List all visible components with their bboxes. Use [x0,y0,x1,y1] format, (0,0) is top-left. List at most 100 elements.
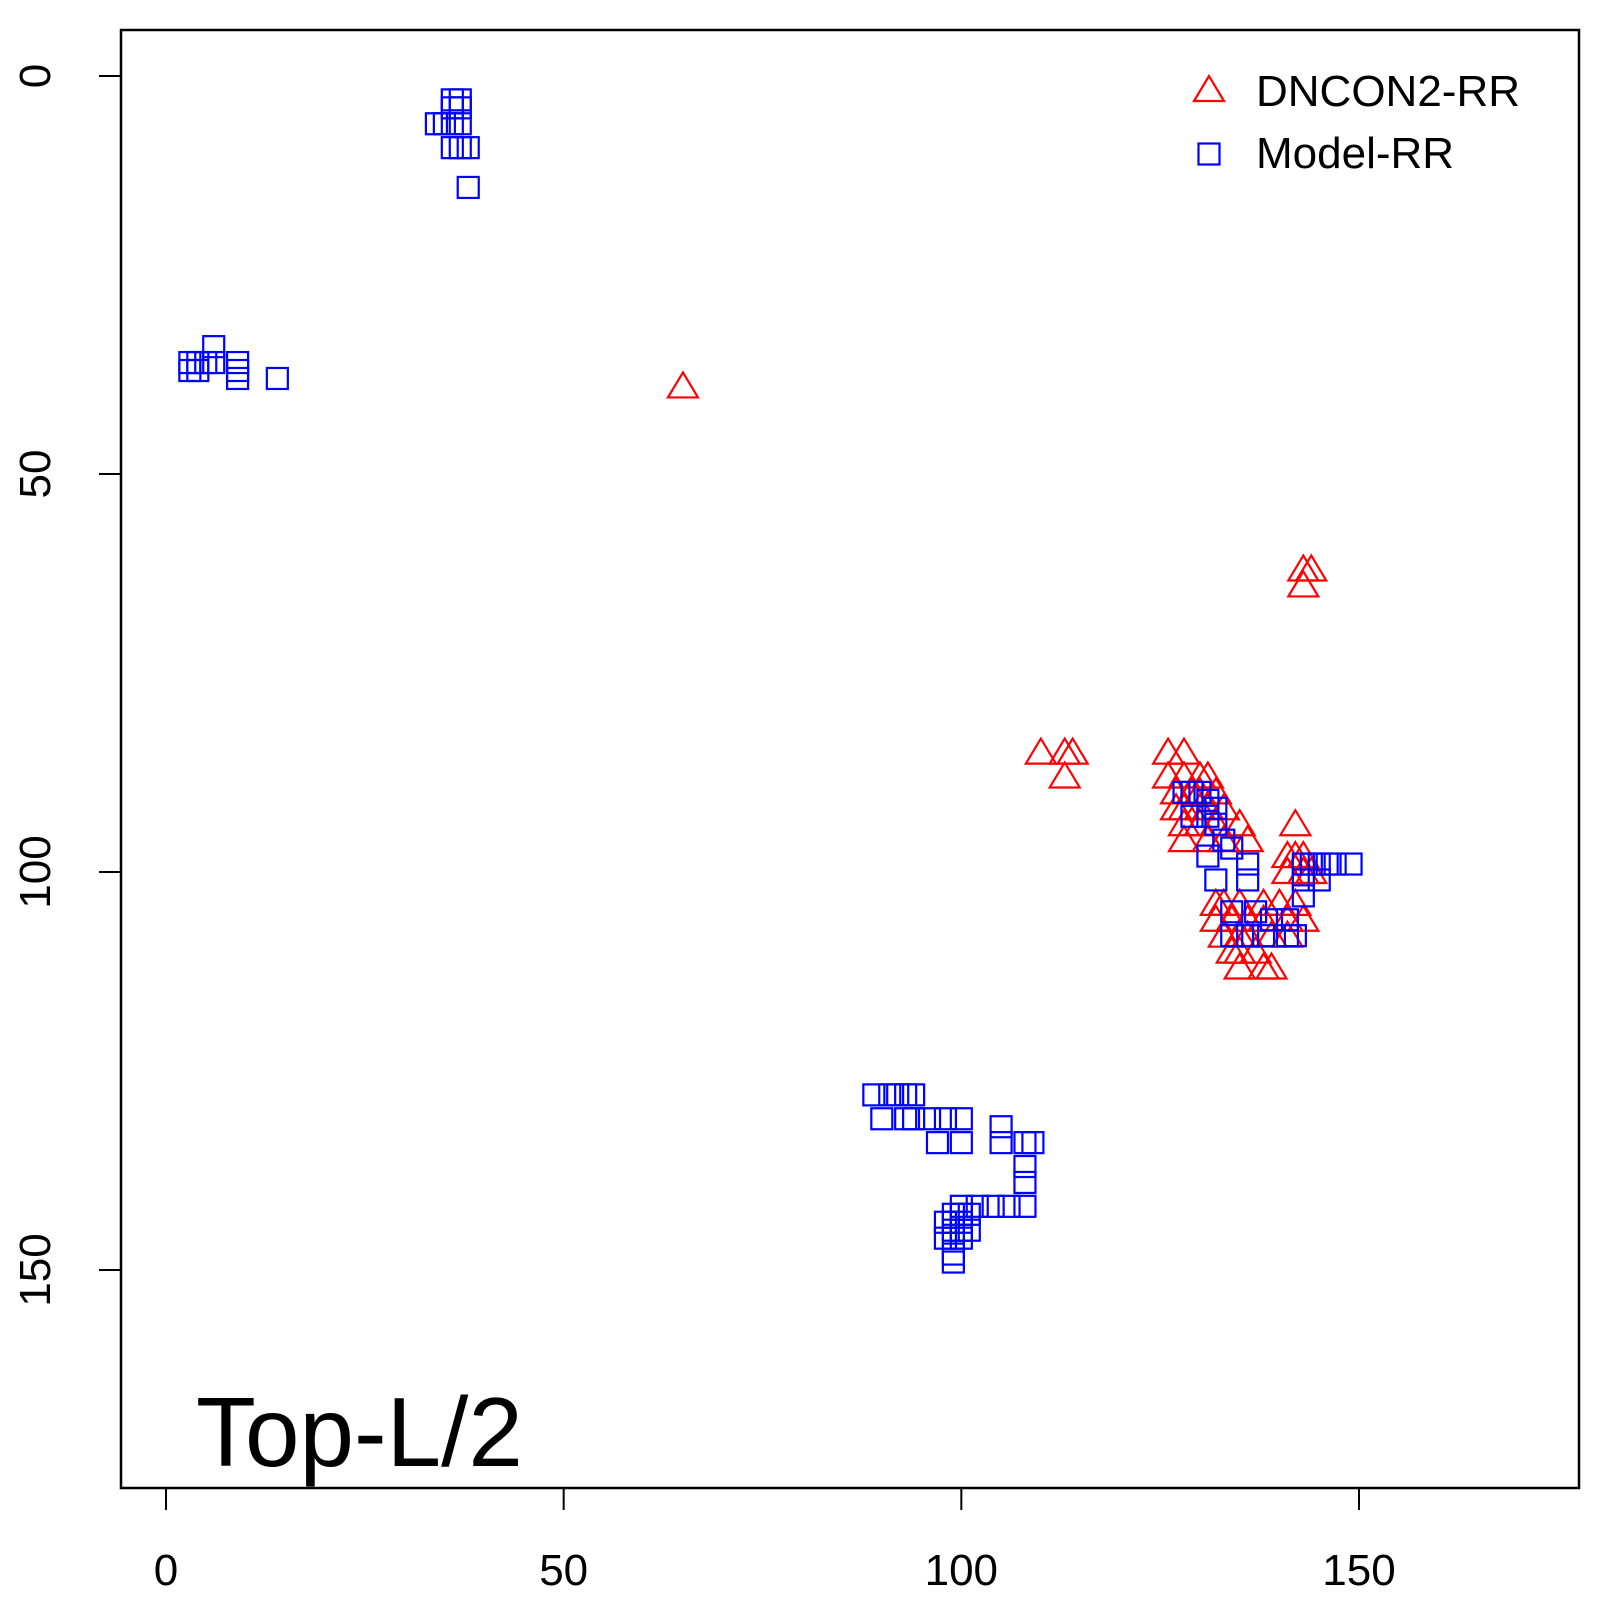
series-dncon2-rr [666,370,1329,980]
series-model-rr [178,88,1363,1274]
legend-item: DNCON2-RR [1192,67,1520,116]
square-point [225,358,250,383]
square-point [448,96,472,120]
square-point [440,88,464,112]
triangle-point [1190,760,1225,789]
square-point [1323,852,1347,876]
legend-item: Model-RR [1197,129,1454,178]
legend-label: DNCON2-RR [1256,67,1520,116]
triangle-point [1151,736,1186,765]
square-point [1204,812,1228,836]
square-point [1244,900,1268,924]
x-axis: 0 50 100 150 [154,1487,1396,1595]
square-point [1196,804,1220,828]
square-point [1013,1154,1037,1179]
square-point [1339,852,1363,876]
triangle-point [1238,935,1273,964]
square-point [941,1202,965,1226]
square-point [949,1226,973,1250]
y-tick-label: 150 [11,1233,60,1306]
square-point [957,1202,981,1226]
square-point [1236,868,1260,892]
square-point [902,1107,926,1131]
square-point [878,1083,902,1107]
square-point [456,175,480,200]
square-point [1021,1131,1045,1155]
square-point [1251,924,1276,948]
square-point [941,1226,965,1250]
square-point [957,1218,981,1242]
square-point [225,366,250,391]
square-point [1283,924,1307,948]
square-point [178,350,202,375]
square-point [1196,844,1220,868]
square-point [933,1107,958,1131]
triangle-point [1254,951,1289,980]
square-point [941,1250,965,1274]
square-point [894,1083,918,1107]
square-point [1196,788,1220,812]
square-point [894,1107,918,1131]
square-point [989,1115,1013,1139]
legend-label: Model-RR [1256,129,1454,178]
square-point [194,350,218,375]
chart-annotation: Top-L/2 [196,1377,523,1487]
square-point [225,350,250,375]
triangle-point [1047,760,1082,789]
square-point [265,366,289,391]
square-point [1236,924,1260,948]
triangle-point [1278,887,1313,916]
square-point [933,1226,958,1250]
square-point [440,96,464,120]
square-point [949,1210,973,1234]
square-point [1220,836,1244,860]
y-tick-label: 0 [11,64,60,88]
square-point [1204,868,1228,892]
y-axis: 0 50 100 150 [11,64,122,1307]
square-point [202,335,226,359]
square-point [1204,796,1228,820]
square-point [1275,908,1300,932]
square-point [448,112,472,136]
y-tick-label: 50 [11,450,60,499]
square-point [981,1194,1005,1218]
square-point [424,112,449,136]
square-point [1188,780,1212,805]
y-tick-label: 100 [11,835,60,908]
square-point [1220,924,1244,948]
square-point [949,1131,973,1155]
legend-square-icon [1197,142,1221,166]
legend: DNCON2-RR Model-RR [1192,67,1520,178]
triangle-point [1222,951,1257,980]
square-point [941,1210,965,1234]
square-point [902,1083,926,1107]
square-point [202,350,226,375]
square-point [949,1107,973,1131]
square-point [432,112,456,136]
square-point [941,1242,965,1266]
square-point [1212,828,1236,852]
square-point [178,358,202,383]
square-point [440,112,464,136]
square-point [456,136,480,160]
triangle-point [1222,808,1257,837]
data-points [178,88,1363,1274]
square-point [1236,852,1260,876]
square-point [989,1131,1013,1155]
square-point [997,1194,1021,1218]
square-point [917,1107,942,1131]
square-point [1013,1194,1037,1218]
square-point [1013,1170,1037,1195]
square-point [949,1218,973,1242]
square-point [186,350,210,375]
square-point [448,88,472,112]
triangle-point [666,370,700,399]
square-point [1180,804,1204,828]
square-point [1307,868,1331,892]
square-point [862,1083,886,1107]
square-point [870,1107,894,1131]
square-point [949,1202,973,1226]
triangle-point [1294,553,1329,582]
triangle-point [1286,569,1321,598]
